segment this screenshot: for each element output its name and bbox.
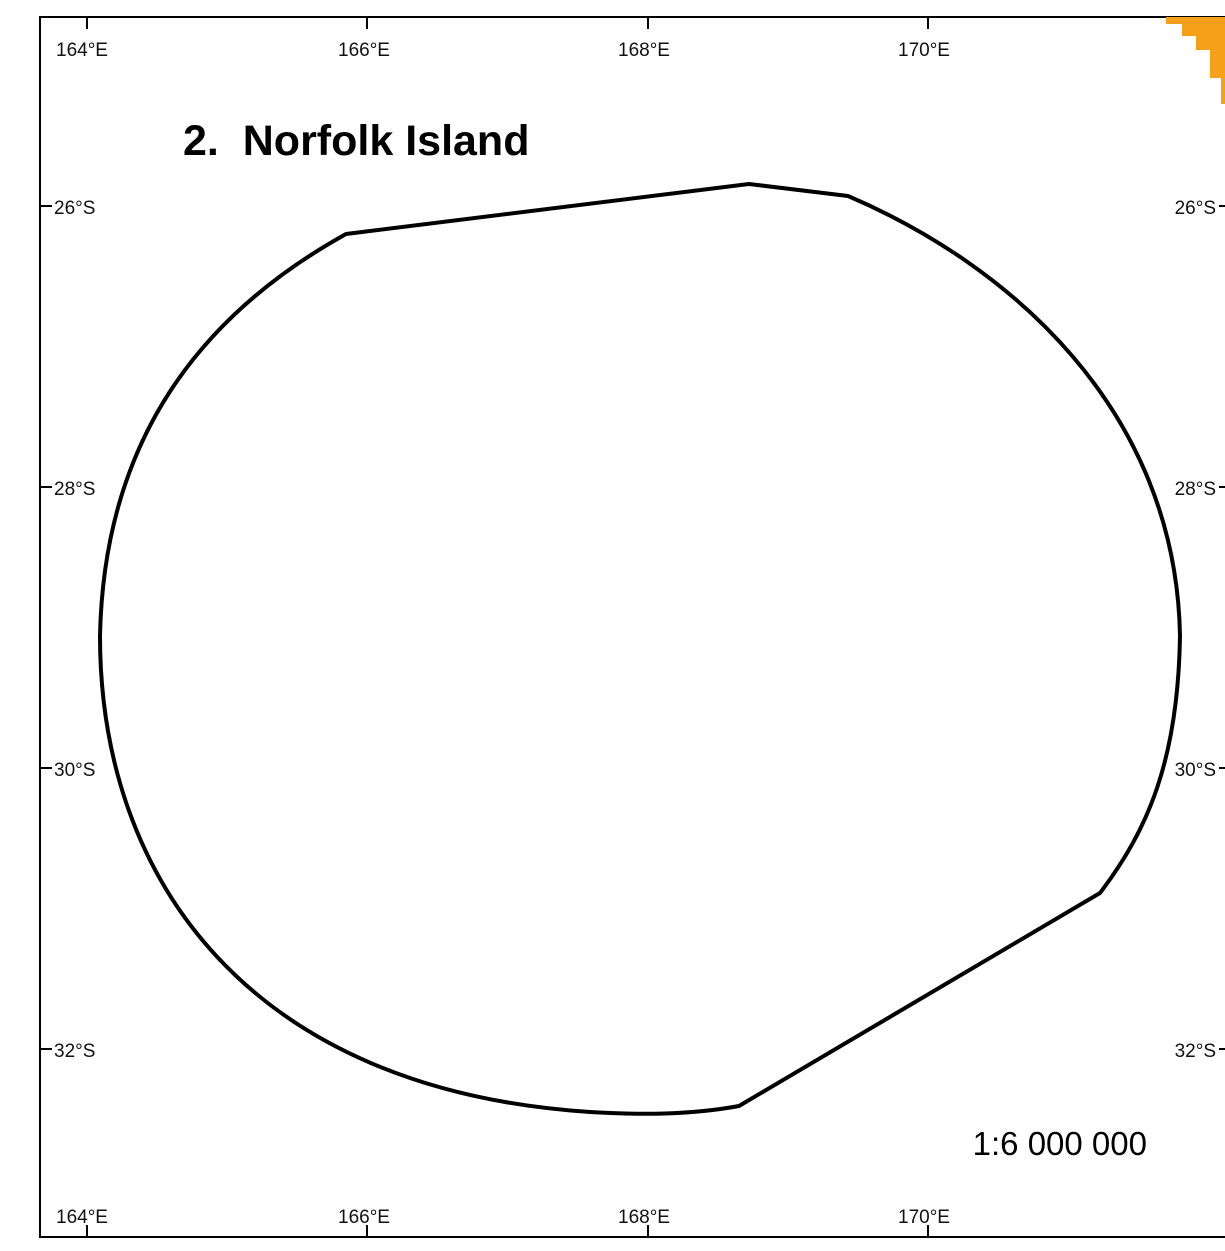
lon-label-bottom-164: 164°E [56, 1207, 108, 1228]
lon-label-bottom-166: 166°E [338, 1207, 390, 1228]
boundary-outline [98, 182, 1182, 1116]
lon-label-top-168: 168°E [618, 40, 670, 61]
left-latitude-ticks [40, 205, 52, 1050]
lat-label-right-32: 32°S [1175, 1041, 1216, 1062]
lat-label-left-32: 32°S [54, 1041, 95, 1062]
bottom-longitude-ticks [86, 1225, 929, 1237]
map-frame [39, 16, 1225, 1238]
lon-label-bottom-170: 170°E [898, 1207, 950, 1228]
lat-label-left-26: 26°S [54, 198, 95, 219]
top-longitude-ticks [86, 17, 929, 29]
lat-label-left-30: 30°S [54, 760, 95, 781]
lat-label-right-26: 26°S [1175, 198, 1216, 219]
map-scale: 1:6 000 000 [973, 1125, 1147, 1162]
lon-label-top-164: 164°E [56, 40, 108, 61]
lon-label-top-170: 170°E [898, 40, 950, 61]
lat-label-left-28: 28°S [54, 479, 95, 500]
lon-label-bottom-168: 168°E [618, 1207, 670, 1228]
adjacent-area [1166, 17, 1225, 104]
right-latitude-ticks [1219, 205, 1225, 1050]
lat-label-right-28: 28°S [1175, 479, 1216, 500]
lon-label-top-166: 166°E [338, 40, 390, 61]
lat-label-right-30: 30°S [1175, 760, 1216, 781]
map-title: 2. Norfolk Island [183, 117, 529, 165]
